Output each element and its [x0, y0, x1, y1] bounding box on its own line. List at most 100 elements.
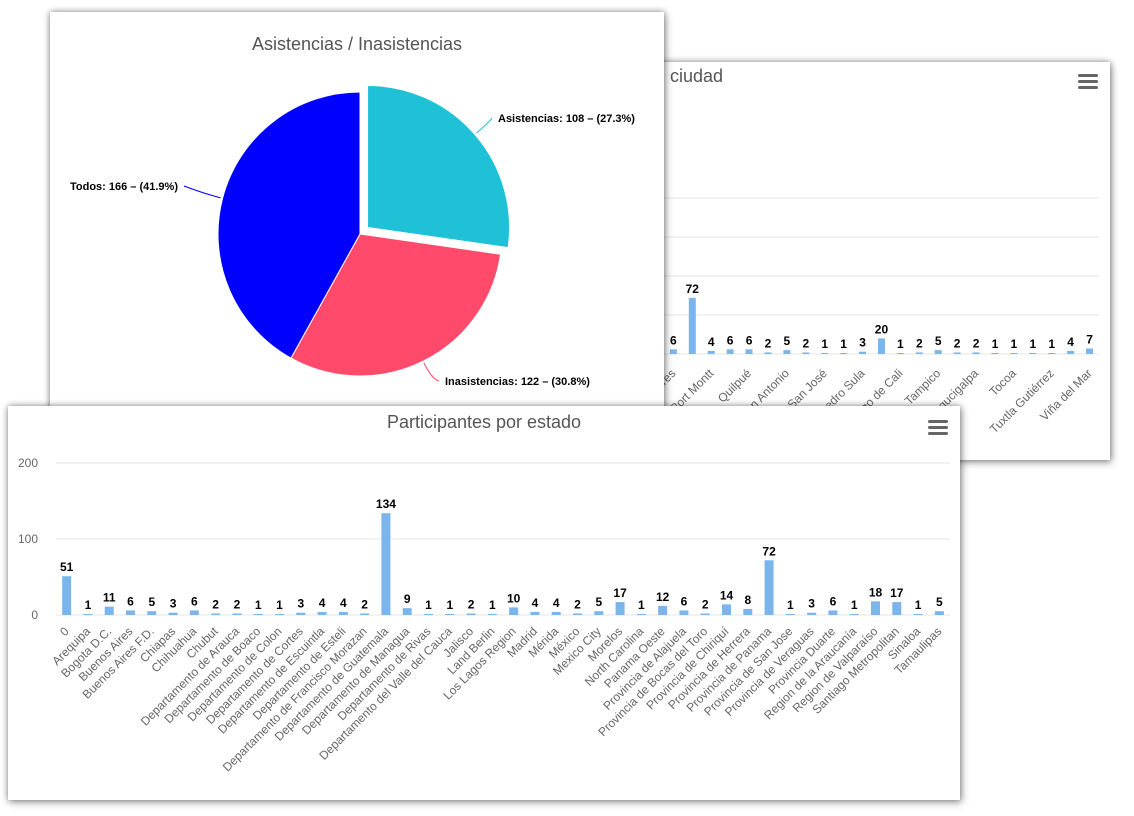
- bar-4: [147, 611, 157, 615]
- bar-value-label: 2: [973, 336, 980, 350]
- bar-value-label: 2: [234, 597, 241, 611]
- bar-value-label: 2: [574, 597, 581, 611]
- bar-value-label: 18: [869, 585, 883, 599]
- bar-value-label: 3: [170, 597, 177, 611]
- bar-value-label: 5: [935, 334, 942, 348]
- bar-value-label: 72: [686, 282, 700, 296]
- bar-23: [1086, 348, 1094, 354]
- hamburger-menu-icon[interactable]: [928, 420, 948, 436]
- bar-14: [915, 352, 923, 354]
- bar-41: [934, 611, 944, 615]
- bar-26: [615, 602, 625, 615]
- bar-8: [802, 352, 810, 354]
- bar-38: [871, 601, 880, 615]
- bar-value-label: 1: [1029, 337, 1036, 351]
- bar-value-label: 6: [681, 594, 688, 608]
- bar-value-label: 6: [191, 594, 198, 608]
- bar-value-label: 7: [1086, 333, 1093, 347]
- bar-19: [1010, 353, 1018, 354]
- bar-value-label: 134: [376, 497, 396, 511]
- bar-value-label: 4: [340, 596, 347, 610]
- bar-33: [764, 560, 774, 615]
- bar-value-label: 12: [656, 590, 670, 604]
- bar-value-label: 2: [765, 336, 772, 350]
- bar-32: [743, 608, 753, 615]
- bar-34: [785, 614, 795, 615]
- bar-9: [253, 614, 263, 615]
- bar-25: [594, 611, 604, 615]
- bar-0: [62, 576, 72, 615]
- bar-5: [745, 349, 753, 354]
- bar-value-label: 4: [553, 596, 560, 610]
- bar-3: [126, 610, 135, 615]
- bar-value-label: 6: [127, 594, 134, 608]
- bar-18: [445, 614, 455, 615]
- bar-value-label: 4: [1067, 335, 1074, 349]
- bar-7: [783, 350, 791, 354]
- bar-40: [913, 614, 923, 615]
- bar-13: [338, 611, 348, 615]
- pie-label-todos: Todos: 166 – (41.9%): [70, 181, 178, 193]
- bar-21: [509, 607, 519, 615]
- city-chart-title: ciudad: [670, 66, 724, 86]
- bar-value-label: 1: [915, 598, 922, 612]
- bar-11: [859, 351, 867, 354]
- pie-connector-asistencias: [476, 117, 493, 134]
- bar-37: [849, 614, 859, 615]
- bar-39: [892, 602, 902, 615]
- bar-36: [828, 610, 838, 615]
- bar-value-label: 72: [762, 544, 776, 558]
- bar-value-label: 1: [489, 598, 496, 612]
- pie-connector-todos: [183, 185, 221, 199]
- bar-9: [821, 353, 829, 354]
- hamburger-menu-icon[interactable]: [1078, 74, 1098, 90]
- bar-22: [530, 611, 540, 615]
- y-tick-label: 100: [18, 532, 38, 546]
- bar-value-label: 51: [60, 560, 74, 574]
- bar-3: [707, 350, 715, 354]
- pie-slice-todos: [217, 91, 361, 359]
- pie-chart-card: Asistencias / Inasistencias Asistencias:…: [50, 12, 664, 410]
- bar-1: [83, 614, 93, 615]
- bar-15: [381, 513, 391, 615]
- bar-value-label: 1: [85, 598, 92, 612]
- bar-value-label: 6: [670, 333, 677, 347]
- bar-16: [402, 608, 412, 615]
- bar-value-label: 5: [784, 334, 791, 348]
- bar-value-label: 20: [875, 322, 889, 336]
- bar-31: [722, 604, 731, 615]
- bar-28: [658, 605, 668, 615]
- bar-value-label: 2: [702, 597, 709, 611]
- bar-value-label: 1: [1011, 337, 1018, 351]
- bar-20: [487, 614, 497, 615]
- pie-slice-inasistencias: [290, 233, 502, 377]
- bar-value-label: 17: [890, 586, 904, 600]
- bar-value-label: 1: [992, 337, 999, 351]
- bar-4: [726, 349, 734, 354]
- city-chart-card: ciudad 16Limares724Port Montt66Quilpué25…: [612, 62, 1110, 460]
- bar-value-label: 2: [361, 597, 368, 611]
- bar-value-label: 1: [897, 337, 904, 351]
- y-tick-label: 200: [18, 456, 38, 470]
- bar-value-label: 9: [404, 592, 411, 606]
- bar-17: [424, 614, 433, 615]
- bar-30: [700, 613, 710, 615]
- pie-label-asistencias: Asistencias: 108 – (27.3%): [498, 113, 635, 125]
- pie-chart-title: Asistencias / Inasistencias: [251, 34, 463, 54]
- state-chart-title: Participantes por estado: [386, 412, 582, 432]
- bar-13: [896, 353, 904, 354]
- bar-value-label: 2: [212, 597, 219, 611]
- bar-value-label: 4: [319, 596, 326, 610]
- pie-connector-inasistencias: [423, 362, 440, 382]
- bar-5: [168, 612, 178, 615]
- bar-20: [1029, 353, 1037, 354]
- bar-value-label: 2: [802, 336, 809, 350]
- bar-value-label: 3: [808, 597, 815, 611]
- bar-2: [104, 606, 114, 615]
- bar-value-label: 2: [916, 336, 923, 350]
- bar-value-label: 1: [821, 337, 828, 351]
- y-tick-label: 0: [31, 608, 38, 622]
- bar-value-label: 4: [532, 596, 539, 610]
